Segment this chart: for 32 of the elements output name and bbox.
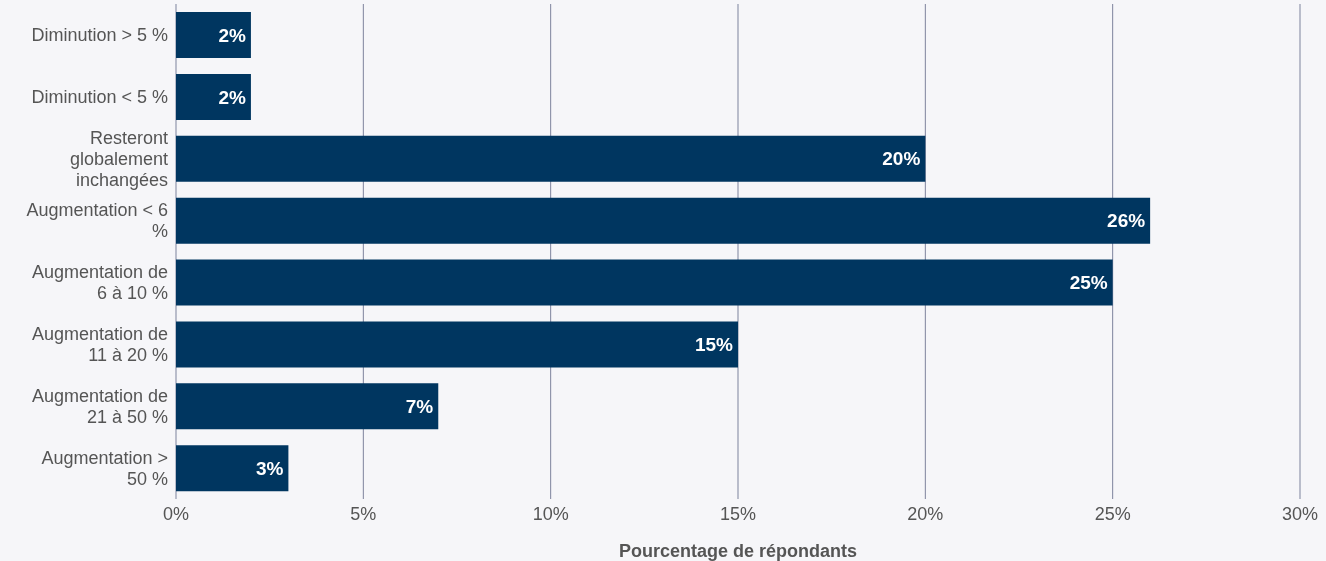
y-tick-label: Diminution > 5 %	[31, 24, 168, 45]
bar	[176, 321, 738, 368]
data-label: 2%	[218, 24, 247, 46]
bar	[176, 383, 439, 430]
x-tick-label: 5%	[350, 503, 377, 524]
x-axis-title: Pourcentage de répondants	[618, 541, 858, 561]
y-tick-label: Diminution < 5 %	[31, 86, 168, 107]
bar	[176, 12, 251, 58]
data-label: 20%	[882, 148, 921, 170]
y-tick-label: Augmentation de 11 à 20 %	[31, 323, 168, 365]
data-label: 3%	[255, 457, 284, 479]
y-tick-label: Augmentation < 6 %	[26, 200, 168, 242]
y-tick-label: Augmentation > 50 %	[41, 447, 168, 489]
x-tick-label: 20%	[907, 503, 944, 524]
y-tick-label: Augmentation de 21 à 50 %	[31, 385, 168, 427]
bar	[176, 259, 1113, 306]
data-label: 15%	[694, 334, 734, 356]
data-label: 25%	[1069, 272, 1108, 294]
x-tick-label: 15%	[719, 503, 757, 524]
x-tick-label: 10%	[532, 503, 569, 524]
bar	[176, 197, 1151, 244]
y-tick-label: Resteront globalement inchangées	[69, 127, 168, 190]
x-tick-label: 25%	[1094, 503, 1131, 524]
data-label: 26%	[1107, 210, 1146, 232]
x-tick-label: 30%	[1281, 503, 1319, 524]
y-tick-label: Augmentation de 6 à 10 %	[31, 261, 168, 303]
bar	[176, 73, 251, 120]
x-tick-label: 0%	[162, 503, 190, 524]
data-label: 7%	[405, 395, 434, 417]
bar	[176, 445, 289, 492]
bar	[176, 135, 926, 182]
data-label: 2%	[218, 86, 247, 108]
